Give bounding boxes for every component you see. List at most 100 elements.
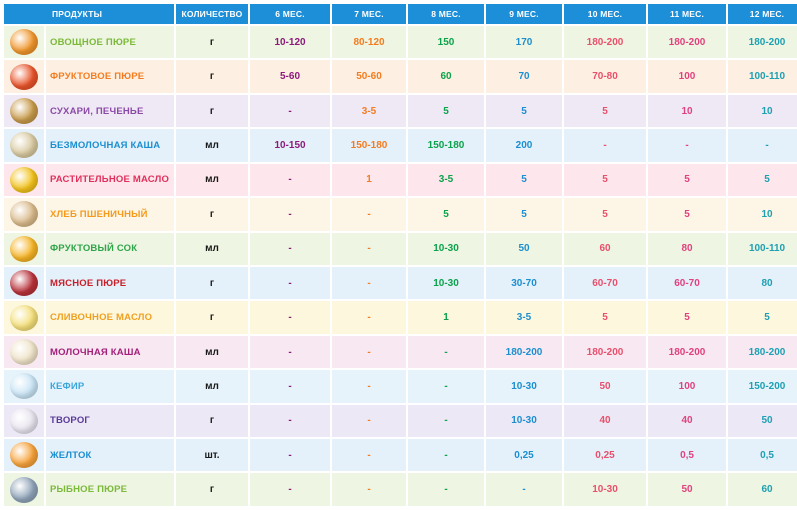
amount-9-months: 180-200 [486, 335, 563, 369]
amount-10-months: 10-30 [564, 473, 647, 506]
amount-11-months: 100 [648, 370, 727, 403]
amount-7-months: 150-180 [332, 129, 407, 162]
table-row: Растительное масло мл -1 3-5 5 5 5 5 [4, 163, 797, 197]
amount-6-months: 10-120 [250, 26, 331, 59]
product-name: Хлеб пшеничный [46, 198, 175, 231]
amount-7-months: - [332, 266, 407, 300]
table-body: Овощное пюре г 10-120 80-120 150 170 180-200 18… [4, 26, 797, 506]
header-quantity: КОЛИЧЕСТВО [176, 4, 249, 24]
quantity-unit: шт. [176, 439, 249, 472]
product-icon-cell [4, 232, 44, 265]
amount-7-months: - [332, 301, 407, 334]
amount-8-months: 5 [408, 198, 485, 231]
header-6-months: 6 МЕС. [250, 4, 331, 24]
product-icon-cell [4, 94, 44, 128]
table-row: Кефир мл - - -10-30 50 100 150-200 [4, 370, 797, 403]
amount-11-months: 5 [648, 163, 727, 197]
amount-8-months: - [408, 335, 485, 369]
product-icon-cell [4, 404, 44, 438]
amount-6-months: - [250, 439, 331, 472]
amount-12-months: 150-200 [728, 370, 797, 403]
product-icon-cell [4, 163, 44, 197]
amount-11-months: 50 [648, 473, 727, 506]
amount-11-months: 5 [648, 301, 727, 334]
table-row: Овощное пюре г 10-120 80-120 150 170 180-200 18… [4, 26, 797, 59]
amount-12-months: 5 [728, 163, 797, 197]
product-icon-cell [4, 60, 44, 93]
amount-12-months: 0,5 [728, 439, 797, 472]
table-row: Молочная каша мл - - -180-200 180-200 180-200 1… [4, 335, 797, 369]
amount-7-months: - [332, 439, 407, 472]
amount-12-months: 60 [728, 473, 797, 506]
amount-12-months: 100-110 [728, 60, 797, 93]
quantity-unit: г [176, 26, 249, 59]
amount-11-months: - [648, 129, 727, 162]
quantity-unit: мл [176, 335, 249, 369]
amount-12-months: - [728, 129, 797, 162]
amount-10-months: 5 [564, 198, 647, 231]
amount-11-months: 100 [648, 60, 727, 93]
porridge-icon [10, 132, 38, 159]
amount-9-months: 10-30 [486, 404, 563, 438]
amount-10-months: 50 [564, 370, 647, 403]
milk-porridge-icon [10, 339, 38, 365]
amount-8-months: 1 [408, 301, 485, 334]
amount-8-months: - [408, 404, 485, 438]
pumpkin-puree-icon [10, 29, 38, 56]
amount-6-months: 10-150 [250, 129, 331, 162]
amount-10-months: 180-200 [564, 335, 647, 369]
table-row: Фруктовое пюре г 5-60 50-60 60 70 70-80 100 100-… [4, 60, 797, 93]
amount-8-months: 3-5 [408, 163, 485, 197]
product-name: Растительное масло [46, 163, 175, 197]
quantity-unit: г [176, 301, 249, 334]
product-name: Желток [46, 439, 175, 472]
amount-7-months: - [332, 198, 407, 231]
fruit-puree-jar-icon [10, 63, 38, 90]
header-products: ПРОДУКТЫ [4, 4, 175, 24]
amount-12-months: 180-200 [728, 26, 797, 59]
table-row: Творог г - - -10-30 40 40 50 [4, 404, 797, 438]
quantity-unit: г [176, 60, 249, 93]
amount-7-months: - [332, 473, 407, 506]
product-icon-cell [4, 266, 44, 300]
amount-10-months: 180-200 [564, 26, 647, 59]
juice-glass-icon [10, 235, 38, 262]
amount-8-months: 60 [408, 60, 485, 93]
amount-10-months: 0,25 [564, 439, 647, 472]
amount-8-months: 5 [408, 94, 485, 128]
amount-10-months: - [564, 129, 647, 162]
header-12-months: 12 МЕС. [728, 4, 797, 24]
amount-9-months: 5 [486, 198, 563, 231]
butter-icon [10, 304, 38, 331]
amount-9-months: 5 [486, 163, 563, 197]
amount-9-months: 10-30 [486, 370, 563, 403]
amount-6-months: - [250, 335, 331, 369]
product-icon-cell [4, 473, 44, 506]
product-name: Фруктовое пюре [46, 60, 175, 93]
amount-8-months: 10-30 [408, 266, 485, 300]
amount-7-months: - [332, 232, 407, 265]
amount-12-months: 10 [728, 94, 797, 128]
amount-9-months: 200 [486, 129, 563, 162]
amount-6-months: - [250, 163, 331, 197]
amount-11-months: 80 [648, 232, 727, 265]
product-name: Рыбное пюре [46, 473, 175, 506]
amount-11-months: 180-200 [648, 26, 727, 59]
amount-8-months: - [408, 439, 485, 472]
header-11-months: 11 МЕС. [648, 4, 727, 24]
amount-8-months: - [408, 473, 485, 506]
quantity-unit: мл [176, 163, 249, 197]
amount-11-months: 180-200 [648, 335, 727, 369]
amount-7-months: 80-120 [332, 26, 407, 59]
table-row: Хлеб пшеничный г - -5 5 5 5 10 [4, 198, 797, 231]
product-name: Мясное пюре [46, 266, 175, 300]
header-9-months: 9 МЕС. [486, 4, 563, 24]
product-icon-cell [4, 26, 44, 59]
quantity-unit: мл [176, 232, 249, 265]
quantity-unit: г [176, 94, 249, 128]
table-header-row: ПРОДУКТЫ КОЛИЧЕСТВО 6 МЕС. 7 МЕС. 8 МЕС.… [4, 4, 797, 24]
header-10-months: 10 МЕС. [564, 4, 647, 24]
amount-6-months: 5-60 [250, 60, 331, 93]
product-name: Творог [46, 404, 175, 438]
table-row: Мясное пюре г - -10-30 30-70 60-70 60-70 80 [4, 266, 797, 300]
